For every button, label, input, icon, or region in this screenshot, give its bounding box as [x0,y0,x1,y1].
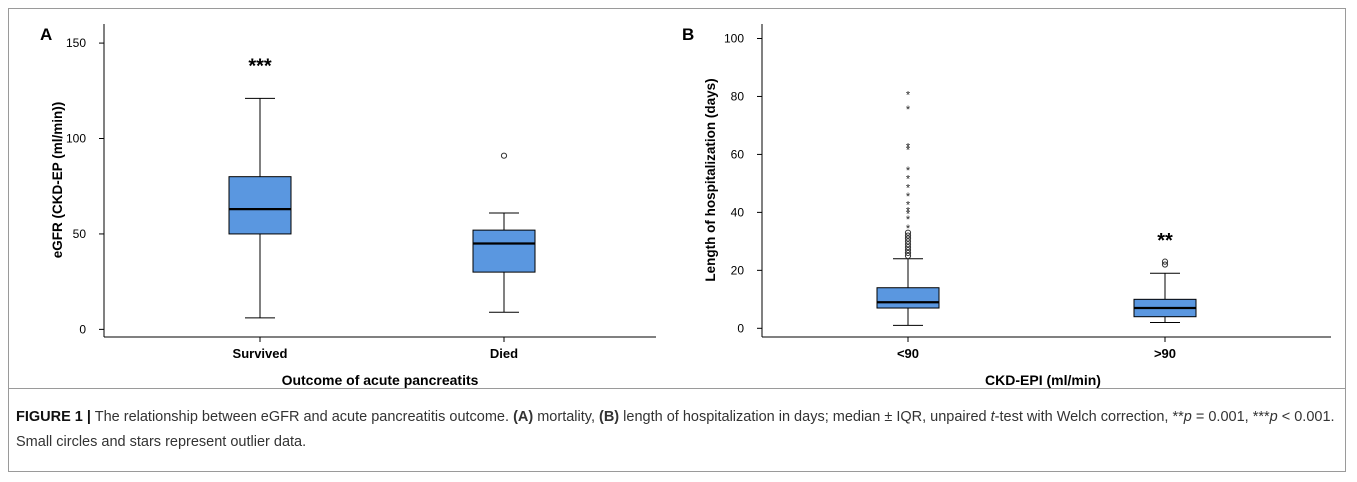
panel-b-outlier-star: * [906,142,911,154]
panel-a-box [472,229,536,273]
caption-text: -test with Welch correction, ** [994,409,1184,425]
panel-b-outlier-circle [904,246,912,254]
panel-b-outlier-star: * [906,182,911,194]
panel-b-outlier-star: * [906,200,911,212]
panel-b-x-tick-label: >90 [1154,346,1176,361]
caption-text: length of hospitalization in days; media… [619,409,991,425]
caption-text: The relationship between eGFR and acute … [90,409,514,425]
caption-figure-label: FIGURE 1 | [16,409,91,425]
panel-b-y-tick-label: 40 [731,205,745,219]
panel-a-outlier-circle [500,152,508,159]
panel-b-outlier-circle [904,252,912,259]
caption-ref-b: (B) [599,409,620,425]
panel-a-y-tick-label: 100 [66,132,86,146]
panel-a-significance-marker: *** [248,55,272,77]
caption-ref-a: (A) [513,409,534,425]
figure-frame [8,8,1346,472]
panel-b-y-tick-label: 80 [731,89,745,103]
caption-divider [8,388,1346,389]
figure-caption: FIGURE 1 | The relationship between eGFR… [16,405,1336,455]
panel-b-outlier-circle [1161,258,1169,265]
panel-b-outlier-star: * [906,205,911,217]
panel-b-y-tick-label: 20 [731,263,745,277]
panel-b-outlier-star: * [906,208,911,220]
panel-b-outlier-star: * [906,214,911,226]
caption-italic-p: p [1183,409,1192,425]
panel-b-outlier-circle [904,232,912,239]
panel-b-outlier-circle [904,235,912,242]
panel-b-outlier-circle [904,244,912,251]
caption-italic-p: p [1269,409,1278,425]
panel-a-chart: A 0 50 100 150 *** Survived Died Outcome of … [40,24,656,388]
panel-a-y-tick-label: 0 [79,322,86,336]
panel-b-y-tick-label: 0 [737,321,744,335]
caption-text: = 0.001, *** [1191,409,1270,425]
panel-b-label: B [682,25,694,44]
panel-b-outlier-star: * [906,191,911,203]
panel-b-outlier-circle [1161,261,1169,268]
panel-b-outlier-star: * [906,174,911,186]
panel-a-x-tick-label: Died [490,346,518,361]
panel-b-outlier-circle [904,229,912,236]
panel-a-y-tick-label: 50 [73,227,87,241]
panel-b-outlier-star: * [906,90,911,102]
caption-text: < 0.001. Small circles and stars represe… [16,409,1335,450]
panel-b-x-tick-label: <90 [897,346,919,361]
panel-a-y-axis-title: eGFR (CKD-EP (ml/min)) [50,102,65,259]
panel-b-x-axis-title: CKD-EPI (ml/min) [985,372,1101,388]
panel-b-outlier-star: * [906,165,911,177]
panel-a-x-tick-label: Survived [233,346,288,361]
panel-b-outlier-star: * [906,104,911,116]
panel-b-outlier-circle [904,249,912,257]
panel-a-x-axis-title: Outcome of acute pancreatits [282,372,479,388]
panel-b-y-axis-title: Length of hospitalization (days) [703,78,718,281]
panel-b-outlier-star: * [906,145,911,157]
panel-b-y-tick-label: 60 [731,147,745,161]
panel-b-outlier-circle [904,238,912,245]
panel-b-y-tick-label: 100 [724,31,744,45]
panel-b-significance-marker: ** [1157,230,1173,252]
panel-b-box [876,287,940,309]
panel-b-outlier-circle [904,241,912,248]
panel-a-label: A [40,25,52,44]
panel-b-outlier-star: * [906,223,911,235]
caption-italic-t: t [990,409,995,425]
panel-a-box [228,176,292,235]
caption-text: mortality, [533,409,599,425]
panel-a-y-tick-label: 150 [66,36,86,50]
